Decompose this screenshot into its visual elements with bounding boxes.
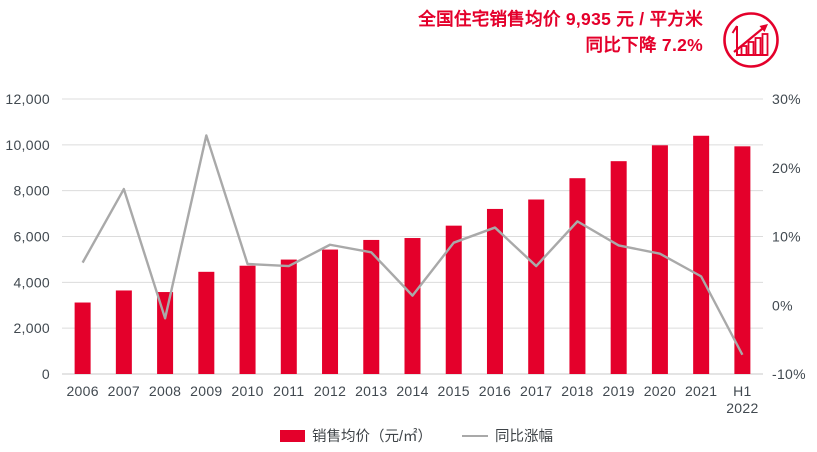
- x-axis-tick: 2011: [273, 383, 304, 399]
- legend-item-price: 销售均价（元/㎡）: [279, 425, 433, 446]
- bar-2010: [239, 265, 256, 374]
- x-axis-tick: 2019: [602, 383, 634, 399]
- bar-2009: [198, 271, 215, 374]
- x-axis-tick: 2006: [66, 383, 98, 399]
- right-axis-tick: 10%: [772, 229, 801, 245]
- bar-2006: [74, 302, 91, 374]
- right-axis-tick: 30%: [772, 91, 801, 107]
- x-axis-tick: 2020: [644, 383, 676, 399]
- x-axis-tick: 2021: [685, 383, 717, 399]
- bar-2007: [115, 290, 132, 374]
- chart-headline: 全国住宅销售均价 9,935 元 / 平方米 同比下降 7.2%: [418, 6, 703, 58]
- legend: 销售均价（元/㎡） 同比涨幅: [0, 425, 817, 446]
- legend-line-label: 同比涨幅: [495, 429, 554, 445]
- x-axis-tick: 2007: [108, 383, 140, 399]
- bar-2015: [445, 225, 462, 374]
- bar-2021: [693, 135, 710, 374]
- headline-price: 全国住宅销售均价 9,935 元 / 平方米: [418, 9, 703, 29]
- bar-2016: [486, 208, 503, 374]
- bar-2012: [322, 249, 339, 374]
- growth-trend-icon: [723, 12, 779, 68]
- bar-H1 2022: [734, 146, 751, 374]
- x-axis-tick: 2009: [190, 383, 222, 399]
- line-series-swatch: [462, 434, 489, 437]
- x-axis-tick: 2010: [231, 383, 263, 399]
- left-axis-tick: 0: [42, 366, 50, 382]
- bar-2013: [363, 239, 380, 374]
- right-axis-tick: -10%: [772, 366, 806, 382]
- x-axis-tick: 2017: [520, 383, 552, 399]
- right-axis-tick: 20%: [772, 160, 801, 176]
- legend-bar-label: 销售均价（元/㎡）: [311, 429, 433, 445]
- x-axis-tick: 2015: [438, 383, 470, 399]
- x-axis-tick: 2018: [561, 383, 593, 399]
- bar-2019: [610, 161, 627, 374]
- x-axis-tick: 2016: [479, 383, 511, 399]
- left-axis-tick: 10,000: [5, 137, 50, 153]
- legend-item-yoy: 同比涨幅: [462, 425, 553, 446]
- right-axis-tick: 0%: [772, 297, 793, 313]
- bar-2011: [280, 259, 297, 374]
- bar-2017: [528, 199, 545, 374]
- left-axis-tick: 12,000: [5, 91, 50, 107]
- bar-2020: [651, 145, 668, 374]
- bar-2008: [157, 292, 174, 374]
- x-axis-tick: 2013: [355, 383, 387, 399]
- bar-2018: [569, 178, 586, 374]
- headline-yoy: 同比下降 7.2%: [585, 35, 703, 55]
- x-axis-tick: 2014: [396, 383, 428, 399]
- x-axis-tick: H1 2022: [726, 383, 758, 416]
- x-axis-tick: 2008: [149, 383, 181, 399]
- left-axis-tick: 2,000: [13, 320, 50, 336]
- x-axis-tick: 2012: [314, 383, 346, 399]
- bar-2014: [404, 238, 421, 374]
- left-axis-tick: 6,000: [13, 229, 50, 245]
- bar-series-swatch: [279, 429, 305, 442]
- left-axis-tick: 4,000: [13, 274, 50, 290]
- yoy-line: [81, 134, 744, 356]
- left-axis-tick: 8,000: [13, 183, 50, 199]
